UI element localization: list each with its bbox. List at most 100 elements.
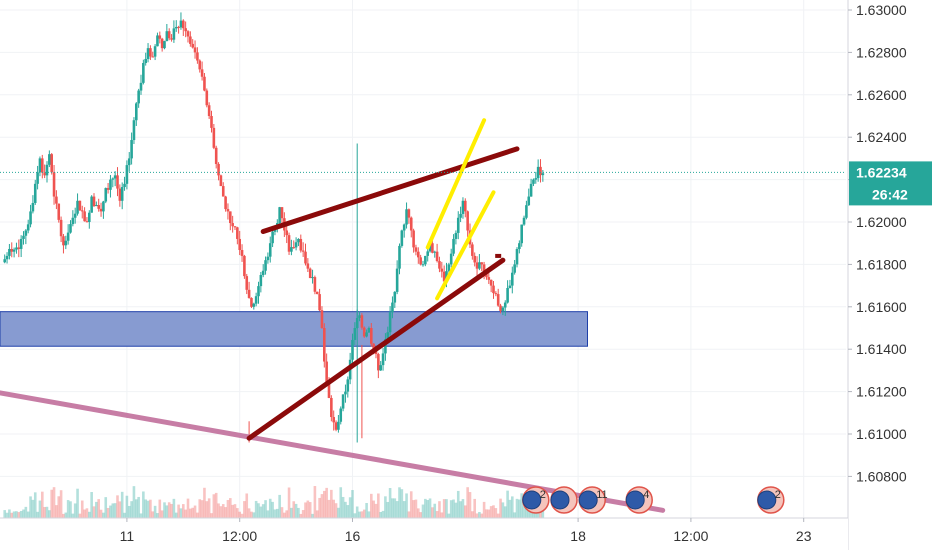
candle	[132, 120, 136, 141]
candle	[424, 255, 427, 265]
candle	[332, 417, 335, 423]
event-flag-icon[interactable]: 11	[578, 486, 608, 514]
volume-bar	[257, 503, 260, 518]
support-zone[interactable]	[0, 311, 588, 347]
price-axis[interactable]: 1.630001.628001.626001.624001.622001.620…	[847, 0, 932, 550]
volume-bar	[520, 493, 523, 518]
volume-bar	[102, 512, 105, 518]
trend-lines[interactable]	[0, 118, 666, 513]
volume-bar	[452, 499, 455, 518]
time-tick-label: 11	[120, 528, 135, 544]
volume-bar	[193, 505, 197, 518]
price-tick-label: 1.61400	[856, 341, 907, 357]
volume-bar	[492, 505, 495, 518]
volume-bar	[454, 502, 458, 518]
candle	[520, 224, 523, 244]
candle	[160, 38, 164, 49]
event-flag-icon[interactable]: 2	[757, 486, 785, 514]
volume-bar	[43, 506, 46, 518]
volume-bar	[137, 496, 140, 518]
volume-bar	[15, 511, 18, 518]
volume-bar	[431, 507, 434, 518]
candle	[90, 196, 93, 213]
volume-bar	[12, 511, 16, 518]
candle	[379, 365, 382, 371]
candle	[518, 243, 521, 250]
candle	[299, 238, 303, 251]
volume-bar	[344, 501, 347, 518]
channel-left-line[interactable]	[425, 118, 487, 250]
candle	[41, 158, 44, 173]
volume-bar	[135, 499, 138, 518]
volume-bar	[231, 504, 234, 518]
volume-bar	[301, 510, 305, 518]
volume-bar	[522, 506, 526, 518]
volume-bar	[294, 503, 298, 518]
volume-bar	[29, 496, 32, 518]
candle	[8, 248, 11, 256]
volume-bar	[299, 513, 303, 518]
candle	[137, 90, 140, 104]
volume-bar	[292, 501, 296, 518]
candle	[482, 264, 486, 272]
wedge-lower-line[interactable]	[246, 257, 506, 441]
event-flag-icon[interactable]: 4	[625, 486, 653, 514]
volume-bar	[330, 489, 333, 518]
long-trendline[interactable]	[0, 370, 666, 513]
channel-right-line[interactable]	[435, 190, 496, 301]
event-flag-icon[interactable]: 2	[522, 486, 550, 514]
time-axis[interactable]: 11 12:00 16 18 12:00 23	[0, 517, 848, 550]
volume-bar	[62, 513, 65, 518]
volume-bar	[508, 499, 512, 518]
candle	[118, 188, 122, 201]
volume-bar	[276, 508, 279, 518]
candle	[362, 327, 366, 337]
candle	[259, 275, 263, 287]
candle	[245, 276, 249, 290]
volume-bar	[76, 488, 79, 518]
candle	[52, 172, 56, 197]
volume-bar	[370, 493, 373, 518]
event-markers[interactable]: 2 11 4 2	[522, 486, 785, 514]
volume-bar	[36, 511, 39, 518]
support-zone-rect[interactable]	[0, 311, 588, 347]
candle	[31, 202, 35, 212]
price-tick-label: 1.62000	[856, 214, 907, 230]
candle	[384, 339, 387, 354]
price-tick-label: 1.61000	[856, 426, 907, 442]
event-flag-icon[interactable]	[550, 486, 578, 514]
volume-bar	[210, 513, 213, 518]
volume-bar	[395, 501, 399, 518]
candle	[226, 209, 230, 212]
volume-bar	[334, 503, 338, 518]
price-tick-label: 1.62800	[856, 44, 907, 60]
plot-area[interactable]: 2 11 4 2	[0, 0, 846, 518]
volume-bar	[106, 507, 110, 518]
volume-bar	[426, 500, 429, 518]
candle	[224, 196, 227, 210]
candle	[179, 20, 183, 28]
volume-bar	[120, 491, 124, 518]
candle	[73, 213, 77, 218]
volume-bar	[438, 501, 441, 518]
candle	[367, 328, 371, 333]
candle	[198, 60, 202, 70]
candle	[207, 105, 211, 116]
candle	[372, 343, 375, 350]
candle	[71, 217, 75, 225]
volume-bar	[435, 511, 439, 518]
volume-bar	[419, 512, 422, 518]
candle	[297, 238, 300, 243]
volume-bar	[182, 504, 185, 518]
volume-bar	[22, 509, 25, 518]
candle	[120, 187, 124, 201]
volume-bar	[5, 512, 9, 518]
wedge-upper-line[interactable]	[260, 146, 520, 235]
volume-bar	[487, 509, 491, 518]
volume-bar	[179, 508, 183, 518]
candle	[381, 353, 385, 366]
volume-bar	[412, 500, 415, 518]
volume-bar	[414, 499, 418, 518]
volume-bar	[536, 512, 540, 518]
